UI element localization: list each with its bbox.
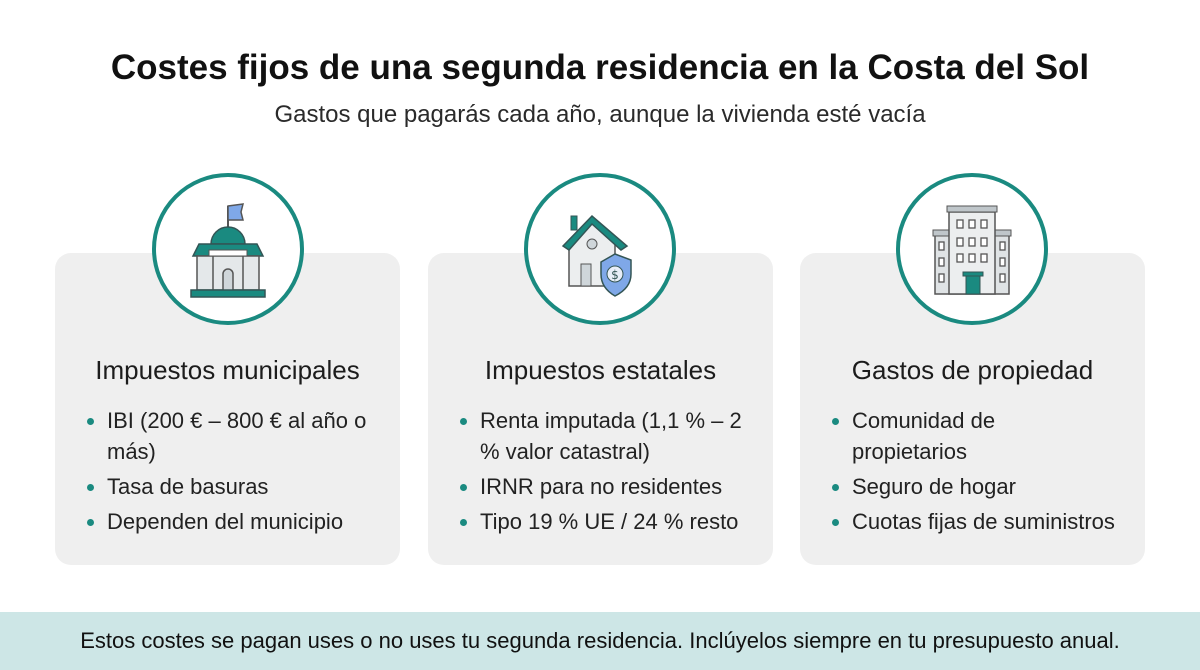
town-hall-icon	[152, 173, 304, 325]
page-title: Costes fijos de una segunda residencia e…	[110, 48, 1090, 87]
list-item: Dependen del municipio	[87, 506, 382, 537]
apartment-building-icon	[896, 173, 1048, 325]
house-shield-icon: $	[524, 173, 676, 325]
bullet-list: IBI (200 € – 800 € al año o más) Tasa de…	[87, 405, 382, 541]
bullet-list: Renta imputada (1,1 % – 2 % valor catast…	[460, 405, 755, 541]
list-item: Seguro de hogar	[832, 471, 1127, 502]
list-item: Tipo 19 % UE / 24 % resto	[460, 506, 755, 537]
list-item: Tasa de basuras	[87, 471, 382, 502]
list-item: IRNR para no residentes	[460, 471, 755, 502]
list-item: Renta imputada (1,1 % – 2 % valor catast…	[460, 405, 755, 467]
card-heading: Impuestos municipales	[95, 355, 360, 385]
footer-text: Estos costes se pagan uses o no uses tu …	[80, 628, 1120, 653]
card-heading: Gastos de propiedad	[851, 355, 1094, 385]
bullet-list: Comunidad de propietarios Seguro de hoga…	[832, 405, 1127, 541]
footer-note: Estos costes se pagan uses o no uses tu …	[0, 612, 1200, 670]
page-subtitle: Gastos que pagarás cada año, aunque la v…	[274, 101, 926, 128]
svg-text:$: $	[611, 268, 619, 282]
list-item: IBI (200 € – 800 € al año o más)	[87, 405, 382, 467]
list-item: Cuotas fijas de suministros	[832, 506, 1127, 537]
card-heading: Impuestos estatales	[484, 355, 717, 385]
list-item: Comunidad de propietarios	[832, 405, 1127, 467]
